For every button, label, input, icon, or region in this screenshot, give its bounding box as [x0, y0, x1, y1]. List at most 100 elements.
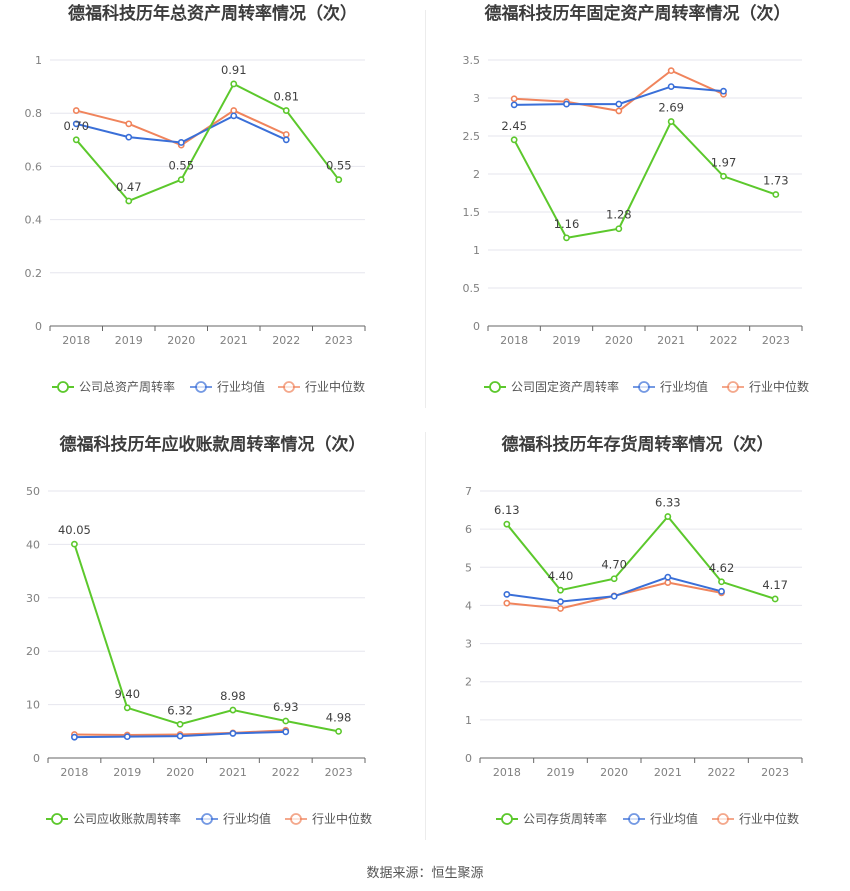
data-point[interactable] [718, 578, 725, 586]
data-point[interactable] [230, 112, 238, 120]
data-point[interactable] [177, 139, 185, 146]
data-point[interactable] [720, 87, 727, 95]
data-point[interactable] [772, 191, 780, 198]
data-point[interactable] [71, 733, 78, 741]
data-point[interactable] [335, 728, 342, 735]
data-label: 6.93 [273, 700, 299, 714]
data-point[interactable] [510, 101, 518, 109]
y-tick-label: 1 [465, 714, 472, 727]
data-point[interactable] [230, 80, 238, 88]
data-point[interactable] [610, 575, 618, 583]
data-point[interactable] [123, 704, 131, 712]
data-point[interactable] [664, 513, 672, 520]
data-point[interactable] [557, 605, 564, 612]
data-point[interactable] [720, 172, 727, 180]
legend-marker[interactable] [727, 381, 739, 393]
y-tick-label: 0 [473, 320, 480, 333]
data-point[interactable] [510, 136, 518, 144]
data-point[interactable] [125, 197, 133, 205]
data-point[interactable] [771, 595, 779, 603]
data-point[interactable] [510, 95, 518, 103]
data-point[interactable] [667, 83, 675, 90]
legend-label[interactable]: 行业均值 [660, 379, 708, 394]
legend-marker[interactable] [283, 381, 295, 393]
data-label: 1.16 [554, 217, 580, 231]
data-point[interactable] [335, 176, 343, 184]
data-point[interactable] [71, 540, 78, 548]
data-point[interactable] [610, 592, 618, 600]
legend-label[interactable]: 公司总资产周转率 [79, 379, 175, 394]
legend-marker[interactable] [290, 813, 302, 825]
x-tick-label: 2022 [708, 766, 736, 779]
data-point[interactable] [230, 107, 238, 114]
data-point[interactable] [229, 706, 237, 714]
data-point[interactable] [282, 131, 290, 138]
data-point[interactable] [282, 728, 290, 736]
legend-label[interactable]: 公司固定资产周转率 [511, 379, 619, 394]
data-point[interactable] [664, 579, 672, 586]
x-tick-label: 2021 [220, 334, 248, 347]
y-tick-label: 0.2 [25, 267, 43, 280]
data-point[interactable] [282, 717, 290, 725]
data-point[interactable] [615, 100, 623, 108]
data-point[interactable] [667, 67, 675, 75]
legend-label[interactable]: 公司应收账款周转率 [73, 811, 181, 826]
x-tick-label: 2020 [167, 334, 195, 347]
legend-label[interactable]: 行业均值 [223, 811, 271, 826]
data-point[interactable] [557, 598, 564, 606]
data-point[interactable] [177, 176, 185, 184]
data-point[interactable] [664, 573, 672, 581]
data-point[interactable] [125, 133, 133, 141]
legend-label[interactable]: 公司存货周转率 [523, 811, 607, 826]
data-point[interactable] [718, 587, 725, 595]
legend-marker[interactable] [51, 813, 63, 825]
data-point[interactable] [229, 730, 237, 737]
data-point[interactable] [72, 107, 80, 114]
legend-marker[interactable] [489, 381, 501, 393]
x-tick-label: 2023 [761, 766, 789, 779]
legend-label[interactable]: 行业中位数 [305, 379, 365, 394]
x-tick-label: 2022 [272, 334, 300, 347]
y-tick-label: 0 [33, 752, 40, 765]
legend-label[interactable]: 行业均值 [650, 811, 698, 826]
data-point[interactable] [667, 118, 675, 125]
data-label: 1.97 [711, 155, 737, 169]
data-point[interactable] [563, 100, 570, 108]
legend-label[interactable]: 行业中位数 [312, 811, 372, 826]
legend-marker[interactable] [717, 813, 729, 825]
data-point[interactable] [123, 733, 131, 741]
y-tick-label: 5 [465, 561, 472, 574]
data-point[interactable] [563, 234, 570, 242]
data-point[interactable] [176, 720, 184, 728]
data-point[interactable] [615, 107, 623, 115]
data-point[interactable] [282, 107, 290, 114]
data-point[interactable] [125, 120, 133, 128]
y-tick-label: 3 [473, 92, 480, 105]
data-point[interactable] [176, 732, 184, 740]
series-line-0 [75, 82, 340, 203]
data-point[interactable] [615, 225, 623, 233]
data-point[interactable] [72, 120, 80, 128]
data-point[interactable] [72, 136, 80, 144]
legend-marker[interactable] [628, 813, 640, 825]
data-label: 0.81 [273, 90, 299, 104]
legend-marker[interactable] [501, 813, 513, 825]
y-tick-label: 2 [473, 168, 480, 181]
data-point[interactable] [282, 136, 290, 144]
chart-receivables-turnover: 德福科技历年应收账款周转率情况（次） 0 10 20 30 40 50 2018 2019 202… [0, 430, 425, 845]
data-label: 6.33 [655, 496, 681, 510]
legend-label[interactable]: 行业中位数 [739, 811, 799, 826]
legend-marker[interactable] [57, 381, 69, 393]
data-point[interactable] [503, 599, 511, 607]
data-point[interactable] [503, 590, 511, 598]
panel-divider-bottom [425, 432, 426, 840]
legend-marker[interactable] [201, 813, 213, 825]
data-point[interactable] [557, 586, 564, 594]
legend-label[interactable]: 行业均值 [217, 379, 265, 394]
legend-marker[interactable] [638, 381, 650, 393]
legend-marker[interactable] [195, 381, 207, 393]
data-label: 8.98 [220, 689, 246, 703]
data-label: 6.32 [167, 703, 193, 717]
data-point[interactable] [503, 520, 511, 528]
legend-label[interactable]: 行业中位数 [749, 379, 809, 394]
